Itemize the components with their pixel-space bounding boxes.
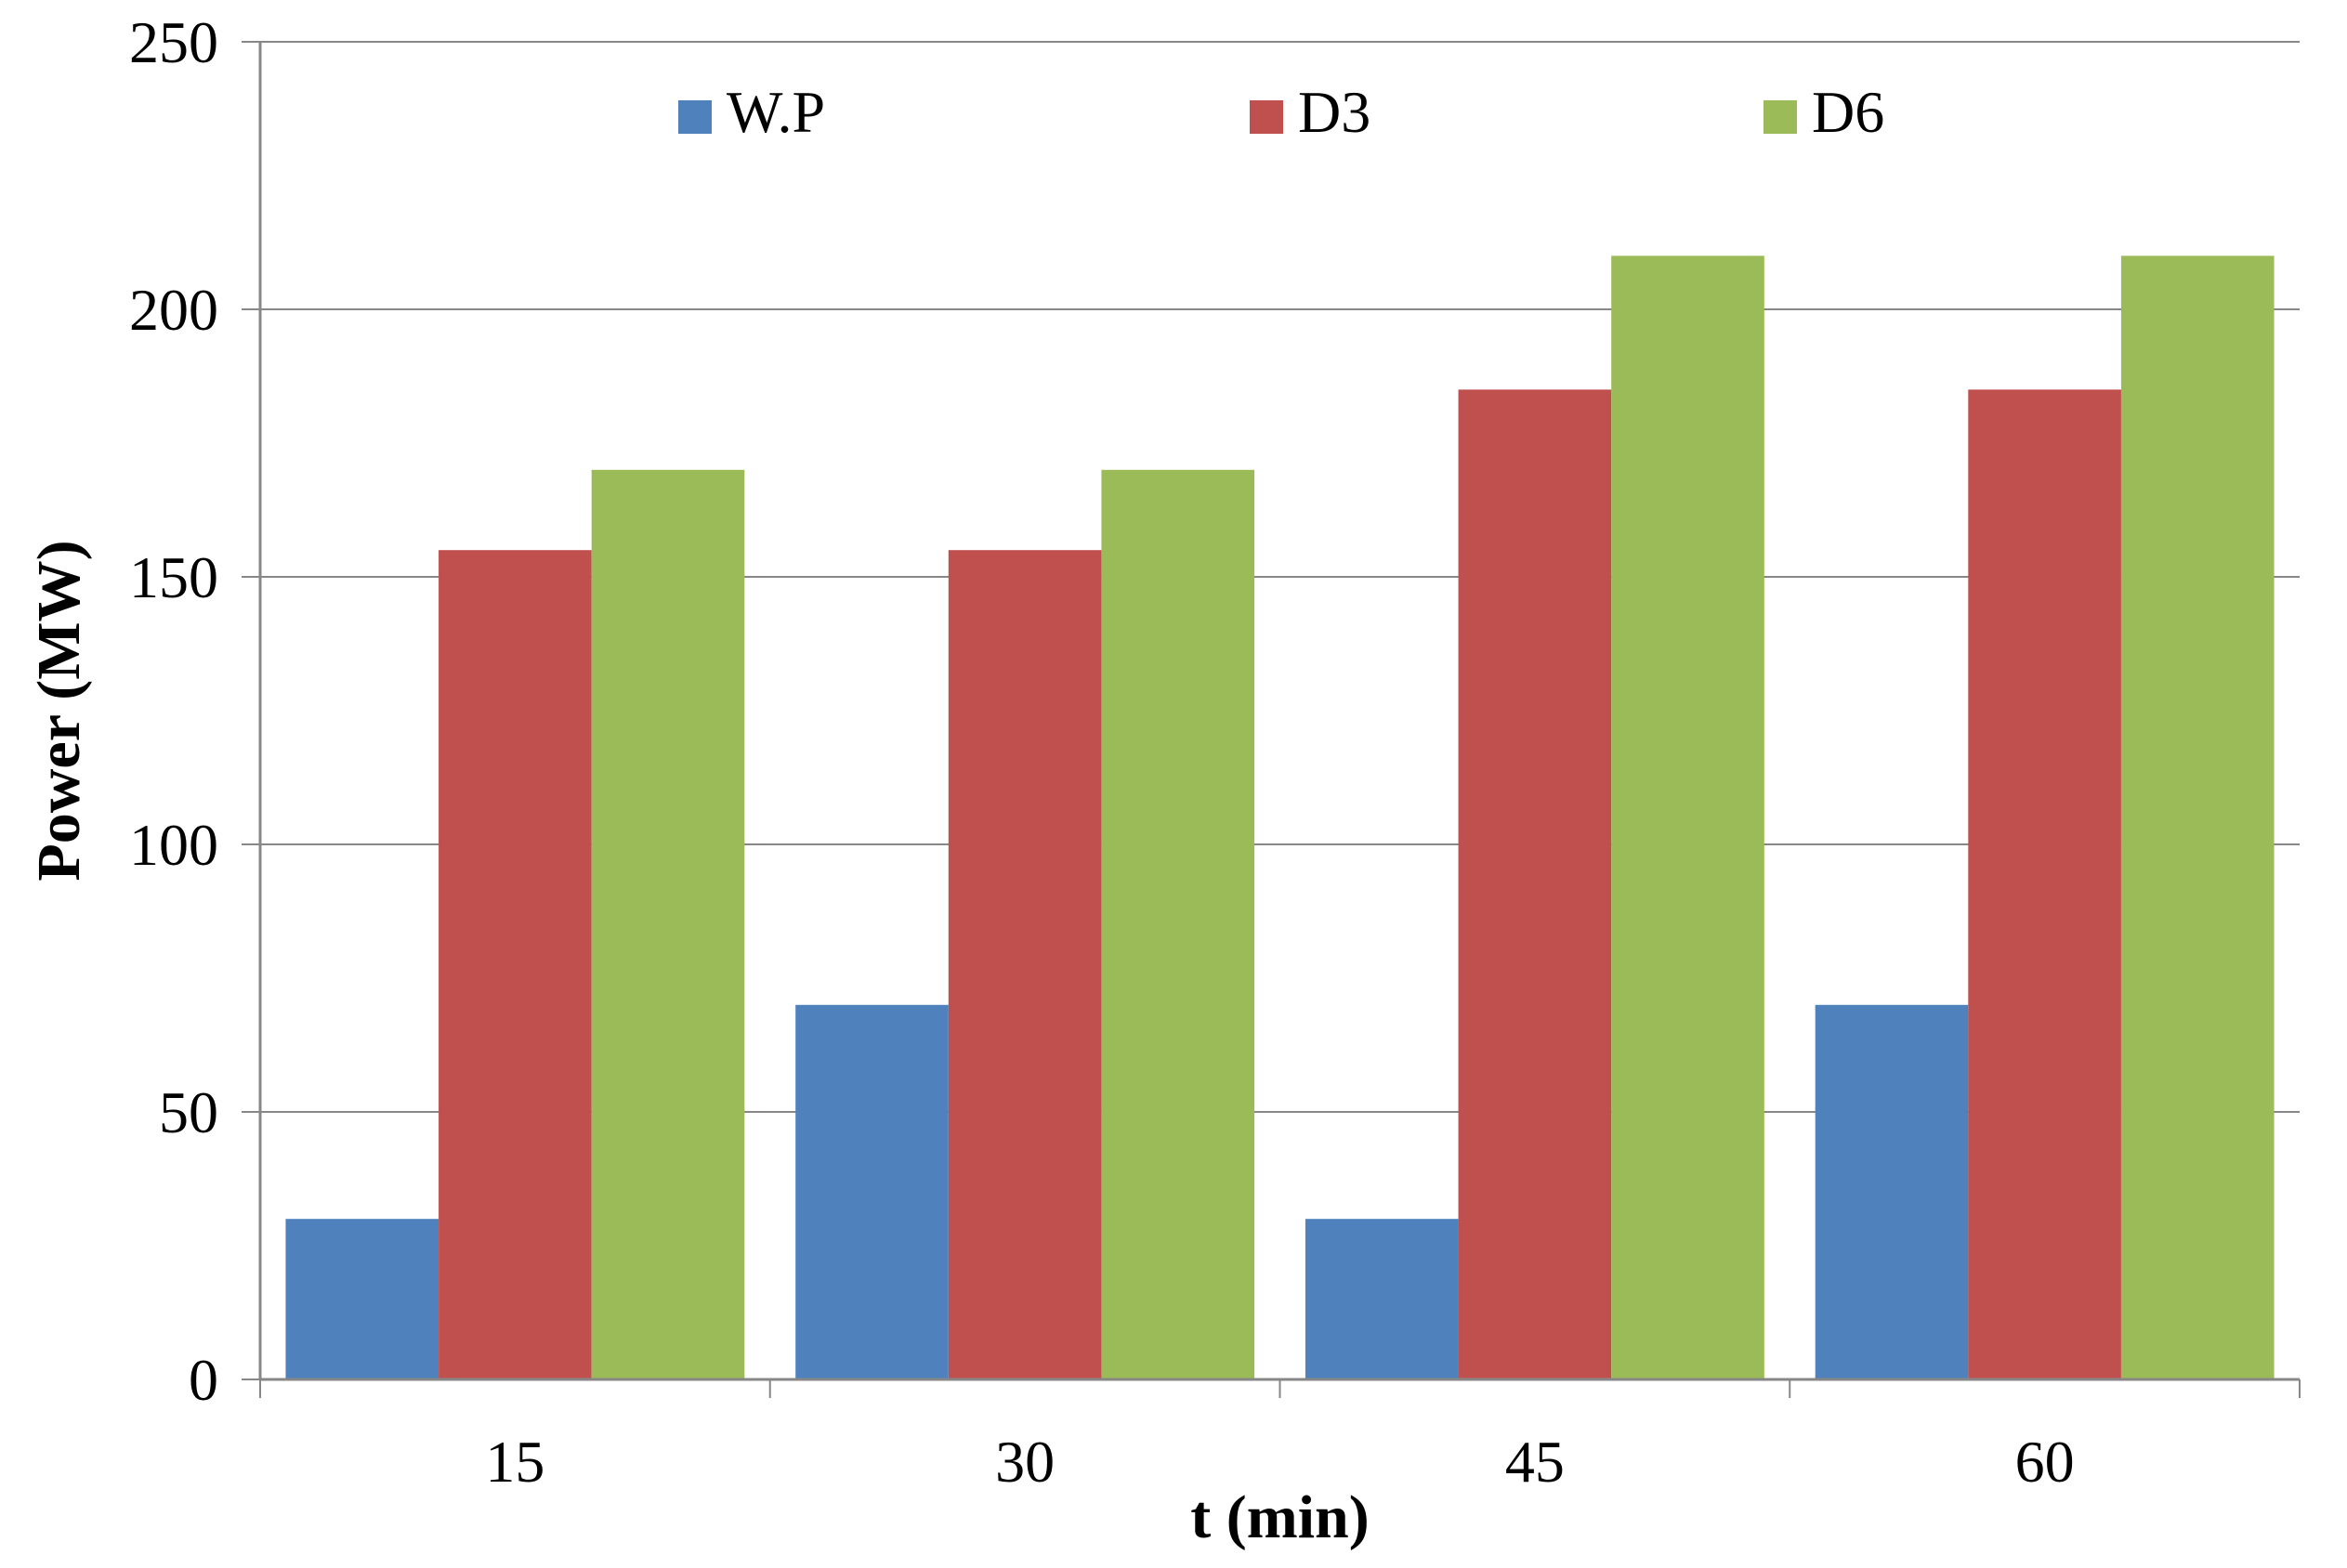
bar-d6-45 [1611,255,1764,1379]
bar-d6-60 [2120,255,2275,1379]
legend-label: W.P [727,79,825,145]
axes [242,41,2301,1398]
bar-wp-60 [1815,1004,1969,1379]
legend-label: D3 [1298,79,1370,145]
x-axis-title: t (min) [1190,1483,1369,1551]
bar-d3-30 [948,550,1102,1379]
y-tick-label: 250 [129,9,218,75]
y-axis-title: Power (MW) [25,540,93,881]
bar-d3-45 [1458,389,1612,1379]
x-tick-label: 15 [485,1429,544,1495]
bars [285,255,2275,1379]
legend-swatch [1250,100,1283,134]
bar-d6-15 [591,469,745,1379]
y-tick-labels: 0 50 100 150 200 250 [129,9,218,1413]
bar-d3-15 [439,550,592,1379]
legend-swatch [1764,100,1797,134]
x-tick-label: 45 [1505,1429,1565,1495]
y-tick-label: 150 [129,544,218,610]
legend-swatch [678,100,712,134]
y-tick-label: 0 [189,1347,218,1413]
x-tick-label: 30 [995,1429,1055,1495]
bar-d3-60 [1968,389,2121,1379]
y-tick-label: 200 [129,277,218,343]
bar-d6-30 [1101,469,1255,1379]
bar-wp-30 [795,1004,949,1379]
legend-label: D6 [1812,79,1884,145]
legend: W.P D3 D6 [678,79,1884,145]
x-tick-labels: 15 30 45 60 [485,1429,2074,1495]
x-tick-label: 60 [2015,1429,2075,1495]
bar-wp-15 [285,1219,439,1379]
y-tick-label: 100 [129,812,218,878]
bar-wp-45 [1305,1219,1459,1379]
y-tick-label: 50 [159,1079,218,1145]
